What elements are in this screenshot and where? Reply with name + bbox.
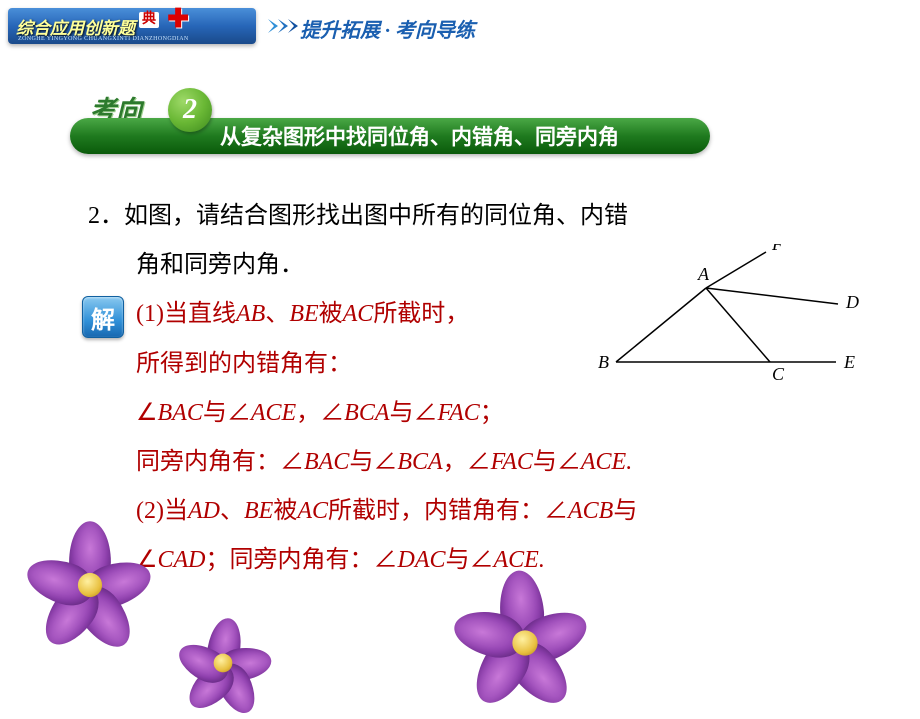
section-title: 从复杂图形中找同位角、内错角、同旁内角 [220, 121, 619, 151]
svg-text:A: A [697, 264, 710, 284]
t: 同旁内角有：∠ [136, 449, 304, 475]
t: ACE [251, 400, 296, 426]
plus-icon: ✚ [167, 4, 189, 34]
t: AC [343, 301, 374, 327]
section-banner: 考向 从复杂图形中找同位角、内错角、同旁内角 2 [70, 90, 710, 160]
t: DAC [398, 547, 446, 573]
answer-p5: (2)当AD、BE被AC所截时，内错角有：∠ACB与 [88, 487, 860, 536]
svg-text:D: D [845, 292, 859, 312]
t: ； [480, 400, 504, 426]
question-number: 2． [88, 203, 124, 229]
t: 、 [220, 498, 244, 524]
t: 所截时，内错角有：∠ [328, 498, 568, 524]
t: ACE. [494, 547, 545, 573]
t: AD [188, 498, 220, 524]
t: ACE. [581, 449, 632, 475]
t: (1)当直线 [136, 301, 236, 327]
t: 与∠ [533, 449, 581, 475]
t: ∠ [136, 547, 158, 573]
arrow-icon [268, 16, 298, 36]
dian-label: 典 [139, 12, 159, 28]
question-line-1: 2．如图，请结合图形找出图中所有的同位角、内错 [88, 192, 860, 241]
flower-icon [462, 580, 589, 707]
t: BCA [344, 400, 389, 426]
t: BAC [158, 400, 203, 426]
t: BE [244, 498, 273, 524]
dian-icon: 典 ✚ [139, 10, 177, 42]
section-bar: 从复杂图形中找同位角、内错角、同旁内角 [70, 118, 710, 154]
answer-p4: 同旁内角有：∠BAC与∠BCA，∠FAC与∠ACE. [88, 438, 860, 487]
t: BAC [304, 449, 349, 475]
t: 与∠ [446, 547, 494, 573]
answer-p3: ∠BAC与∠ACE，∠BCA与∠FAC； [88, 389, 860, 438]
svg-text:B: B [598, 352, 609, 372]
t: 、 [265, 301, 289, 327]
header-banner-text: 综合应用创新题 [16, 14, 135, 39]
t: 与 [613, 498, 637, 524]
header-banner: 综合应用创新题 ZONGHE YINGYONG CHUANGXINTI DIAN… [8, 8, 256, 44]
geometry-diagram: A B C D E F [594, 244, 864, 394]
t: ∠ [136, 400, 158, 426]
t: CAD [158, 547, 206, 573]
t: AB [236, 301, 265, 327]
t: ；同旁内角有：∠ [206, 547, 398, 573]
t: 与∠ [349, 449, 397, 475]
t: BE [289, 301, 318, 327]
t: AC [297, 498, 328, 524]
t: 与∠ [390, 400, 438, 426]
question-text-1: 如图，请结合图形找出图中所有的同位角、内错 [124, 203, 628, 229]
t: ACB [568, 498, 613, 524]
t: 被 [273, 498, 297, 524]
t: FAC [438, 400, 480, 426]
answer-p6: ∠CAD；同旁内角有：∠DAC与∠ACE. [88, 536, 860, 585]
t: ，∠ [296, 400, 344, 426]
t: (2)当 [136, 498, 188, 524]
jie-icon: 解 [82, 296, 124, 338]
svg-text:E: E [843, 352, 855, 372]
svg-text:F: F [771, 244, 784, 254]
header-subtitle: 提升拓展 · 考向导练 [300, 14, 475, 43]
section-number: 2 [168, 88, 212, 132]
t: BCA [397, 449, 442, 475]
t: ，∠ [443, 449, 491, 475]
t: FAC [491, 449, 533, 475]
t: 被 [319, 301, 343, 327]
svg-text:C: C [772, 364, 785, 384]
t: 与∠ [203, 400, 251, 426]
t: 所截时， [373, 301, 469, 327]
